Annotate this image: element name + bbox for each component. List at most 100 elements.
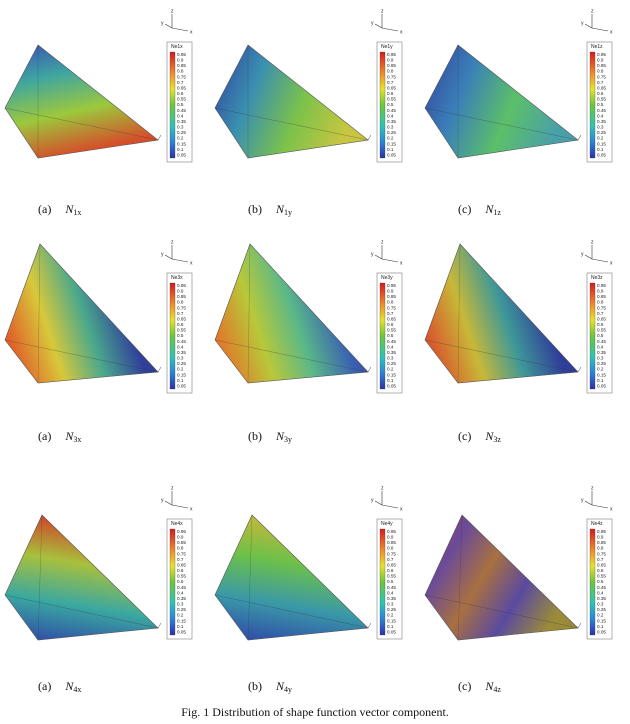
axis-label-x: x (400, 260, 403, 266)
axis-y (584, 23, 593, 29)
legend-title: Ne4x (171, 521, 183, 527)
legend-level: 0.35 (597, 596, 606, 601)
legend-level: 0.8 (387, 546, 394, 551)
legend-level: 0.35 (177, 119, 186, 124)
legend-level: 0.2 (387, 136, 394, 141)
colorbar (169, 282, 176, 390)
tip (367, 134, 372, 141)
tip (577, 134, 582, 141)
legend-level: 0.25 (177, 130, 186, 135)
tetrahedron (424, 44, 579, 159)
legend-level: 0.95 (387, 52, 396, 57)
legend-level: 0.8 (177, 546, 184, 551)
axis-y (374, 500, 383, 506)
panel: zxyNe1x0.950.90.850.80.750.70.650.60.550… (4, 8, 193, 217)
legend-level: 0.35 (597, 119, 606, 124)
legend-level: 0.45 (387, 108, 396, 113)
axis-label-x: x (190, 506, 193, 512)
legend-level: 0.9 (597, 535, 604, 540)
legend-level: 0.75 (597, 305, 606, 310)
axis-label-z: z (381, 8, 384, 14)
colorbar (589, 282, 596, 390)
legend-level: 0.75 (387, 551, 396, 556)
label-letter: (c) (458, 202, 471, 216)
legend-level: 0.6 (597, 568, 604, 573)
legend-level: 0.55 (177, 97, 186, 102)
legend-level: 0.1 (177, 624, 184, 629)
legend-level: 0.35 (387, 119, 396, 124)
legend-level: 0.55 (597, 328, 606, 333)
legend-level: 0.6 (177, 91, 184, 96)
legend-level: 0.75 (177, 305, 186, 310)
legend-title: Ne4y (381, 521, 393, 527)
legend-level: 0.35 (177, 350, 186, 355)
legend-level: 0.4 (597, 344, 604, 349)
legend-level: 0.1 (597, 378, 604, 383)
axis-label-y: y (371, 20, 374, 26)
axis-label-z: z (591, 8, 594, 14)
hidden-edge (424, 107, 579, 141)
tetrahedron (214, 243, 369, 384)
legend-level: 0.75 (597, 74, 606, 79)
legend-level: 0.85 (387, 294, 396, 299)
legend-level: 0.5 (177, 579, 184, 584)
colorbar (589, 51, 596, 159)
legend-level: 0.75 (387, 305, 396, 310)
panel-label: (b) N4y (248, 679, 292, 694)
panel: zxyNe1y0.950.90.850.80.750.70.650.60.550… (214, 8, 403, 217)
legend-level: 0.1 (597, 147, 604, 152)
axis-x (171, 27, 189, 32)
legend-level: 0.9 (177, 58, 184, 63)
legend-level: 0.3 (177, 356, 184, 361)
legend-level: 0.9 (177, 535, 184, 540)
legend-level: 0.55 (177, 328, 186, 333)
panel: zxyNe3z0.950.90.850.80.750.70.650.60.550… (424, 239, 613, 444)
legend-level: 0.95 (177, 529, 186, 534)
legend-level: 0.45 (387, 339, 396, 344)
panel-label: (a) N4x (38, 679, 81, 694)
legend-level: 0.65 (597, 316, 606, 321)
legend-level: 0.05 (387, 152, 396, 157)
legend-level: 0.5 (387, 102, 394, 107)
legend-level: 0.65 (597, 562, 606, 567)
legend-level: 0.75 (597, 551, 606, 556)
legend-level: 0.3 (387, 356, 394, 361)
axis-label-x: x (190, 29, 193, 35)
legend-level: 0.15 (387, 141, 396, 146)
legend-level: 0.95 (597, 52, 606, 57)
axis-label-z: z (171, 8, 174, 14)
axis-label-y: y (161, 497, 164, 503)
legend-level: 0.7 (597, 80, 604, 85)
panel-label: (a) N3x (38, 429, 81, 444)
hidden-edge (214, 107, 369, 141)
legend-level: 0.35 (177, 596, 186, 601)
legend-level: 0.4 (387, 113, 394, 118)
legend-level: 0.85 (597, 540, 606, 545)
label-letter: (b) (248, 202, 262, 216)
panel: zxyNe4y0.950.90.850.80.750.70.650.60.550… (214, 485, 403, 694)
legend-level: 0.35 (597, 350, 606, 355)
legend-level: 0.85 (597, 294, 606, 299)
colorbar (379, 51, 386, 159)
label-symbol: N (64, 679, 74, 693)
legend-level: 0.95 (177, 52, 186, 57)
legend-level: 0.35 (387, 596, 396, 601)
legend-level: 0.85 (387, 540, 396, 545)
axis-label-x: x (610, 29, 613, 35)
legend-level: 0.4 (177, 113, 184, 118)
legend-level: 0.8 (597, 546, 604, 551)
label-symbol: N (275, 429, 285, 443)
tetrahedron (4, 44, 159, 159)
legend-level: 0.55 (387, 328, 396, 333)
legend-level: 0.5 (597, 579, 604, 584)
panel-label: (a) N1x (38, 202, 81, 217)
legend-level: 0.15 (597, 372, 606, 377)
legend-level: 0.3 (177, 125, 184, 130)
hidden-edge (4, 594, 159, 629)
axis-y (374, 254, 383, 260)
hidden-edge (4, 339, 159, 373)
tetrahedron (4, 514, 159, 641)
tip (157, 134, 162, 141)
colorbar (169, 528, 176, 636)
legend-level: 0.8 (597, 300, 604, 305)
